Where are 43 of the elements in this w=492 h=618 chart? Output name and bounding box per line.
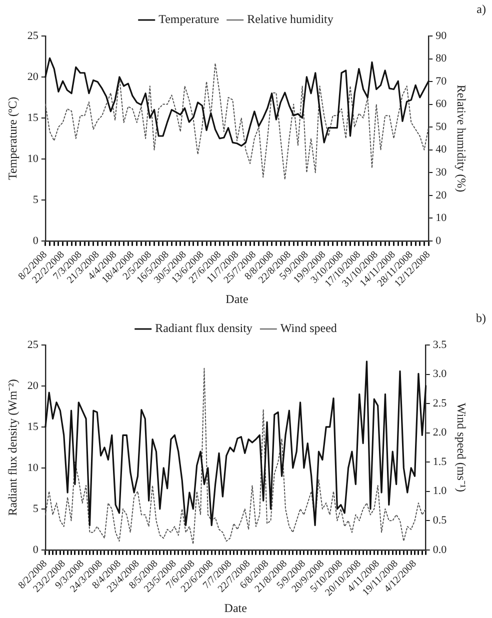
y-tick-label: 15 <box>27 112 39 124</box>
text: b) <box>476 311 486 326</box>
y2-tick-label: 0.5 <box>432 514 448 527</box>
y-tick-label: 25 <box>27 30 39 42</box>
y2-axis-title: Relative humidity (%) <box>454 84 469 192</box>
y2-tick-label: 30 <box>436 166 448 178</box>
y-tick-label: 10 <box>27 152 39 165</box>
x-axis-title: Date <box>226 292 248 306</box>
legend-label: Wind speed <box>280 321 337 336</box>
y2-tick-label: 70 <box>436 75 448 88</box>
y-tick-label: 0 <box>32 234 39 247</box>
x-axis-title: Date <box>224 600 247 615</box>
y2-tick-label: 1.0 <box>432 485 448 498</box>
y-tick-label: 20 <box>27 380 39 392</box>
y2-axis-title: Wind speed (ms⁻¹) <box>454 402 469 492</box>
y2-tick-label: 40 <box>436 144 448 156</box>
y-tick-label: 5 <box>32 194 39 206</box>
y2-tick-label: 50 <box>436 120 448 133</box>
y-axis-title: Radiant flux density (Wm⁻²) <box>5 379 20 516</box>
text: a) <box>476 2 486 16</box>
line-series <box>44 62 430 180</box>
y-tick-label: 25 <box>27 338 39 351</box>
y2-tick-label: 3.0 <box>432 368 448 380</box>
y2-tick-label: 2.0 <box>432 426 448 439</box>
y-tick-label: 15 <box>27 420 39 433</box>
y2-tick-label: 3.5 <box>432 338 448 351</box>
y2-tick-label: 1.5 <box>432 456 448 468</box>
y2-tick-label: 60 <box>436 98 448 110</box>
y2-tick-label: 80 <box>436 52 448 65</box>
y2-tick-label: 10 <box>436 212 448 224</box>
y-tick-label: 10 <box>27 462 39 474</box>
legend-label: Radiant flux density <box>155 321 252 336</box>
y-axis-title: Temperature (ºC) <box>5 96 20 180</box>
y-tick-label: 20 <box>27 70 39 83</box>
y2-tick-label: 20 <box>436 189 448 202</box>
legend-label: Temperature <box>158 12 220 26</box>
y-tick-label: 0 <box>32 544 39 556</box>
y2-tick-label: 90 <box>436 30 448 42</box>
legend-label: Relative humidity <box>247 12 334 26</box>
y2-tick-label: 0 <box>436 234 442 247</box>
y2-tick-label: 0.0 <box>432 544 448 556</box>
y2-tick-label: 2.5 <box>432 397 448 410</box>
y-tick-label: 5 <box>32 502 39 515</box>
